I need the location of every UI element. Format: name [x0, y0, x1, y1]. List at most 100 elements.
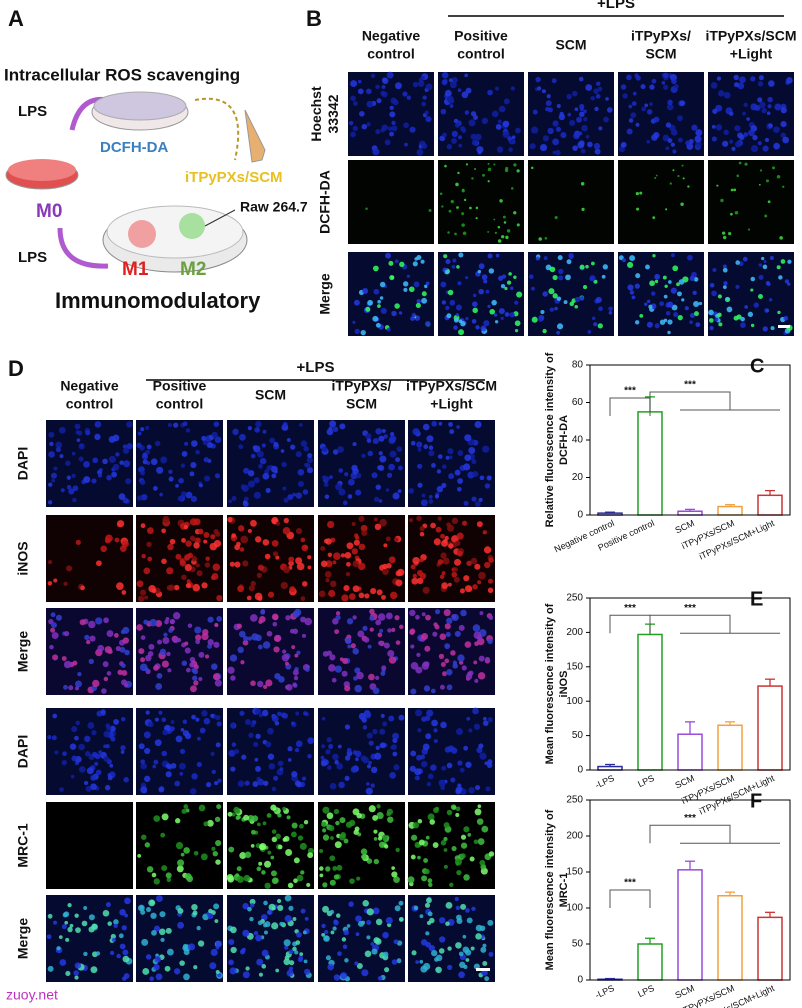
- cell-dot: [366, 88, 372, 95]
- cell-dot: [67, 902, 72, 908]
- cell-dot: [474, 421, 482, 429]
- cell-dot: [302, 581, 308, 587]
- cell-dot: [369, 627, 374, 632]
- cell-dot: [61, 924, 67, 930]
- cell-dot: [279, 921, 284, 926]
- cell-dot: [236, 815, 241, 820]
- cell-dot: [416, 652, 421, 657]
- cell-dot: [387, 922, 392, 928]
- cell-dot: [394, 259, 399, 264]
- cell-dot: [290, 721, 295, 726]
- cell-dot: [447, 448, 454, 455]
- plot-frame: [589, 597, 791, 771]
- cell-dot: [144, 775, 151, 783]
- cell-dot: [385, 612, 393, 620]
- error-bar: [765, 489, 775, 496]
- cell-dot: [389, 105, 394, 111]
- cell-dot: [352, 125, 358, 131]
- cell-dot: [722, 235, 727, 240]
- cell-dot: [769, 256, 774, 261]
- cell-dot: [232, 428, 239, 436]
- cell-dot: [175, 553, 182, 560]
- cell-dot: [182, 719, 188, 724]
- cell-dot: [473, 839, 479, 844]
- cell-dot: [326, 812, 334, 820]
- cell-dot: [485, 786, 491, 792]
- cell-dot: [181, 808, 187, 814]
- cell-dot: [734, 210, 739, 215]
- cell-dot: [74, 962, 81, 969]
- cell-dot: [47, 500, 53, 505]
- cell-dot: [271, 473, 277, 479]
- cell-dot: [282, 649, 287, 654]
- schematic-label: DCFH-DA: [100, 139, 168, 156]
- cell-dot: [768, 298, 773, 302]
- cell-dot: [443, 864, 448, 869]
- cell-dot: [250, 829, 256, 835]
- column-header: +Light: [430, 396, 473, 412]
- cell-dot: [626, 128, 633, 135]
- cell-dot: [594, 148, 601, 155]
- cell-dot: [345, 571, 351, 577]
- cell-dot: [361, 854, 367, 860]
- cell-dot: [479, 611, 484, 616]
- cell-dot: [322, 905, 329, 913]
- cell-dot: [169, 618, 176, 625]
- cell-dot: [296, 932, 302, 938]
- cell-dot: [60, 488, 65, 493]
- cell-dot: [53, 920, 58, 925]
- cell-dot: [271, 836, 278, 843]
- cell-dot: [244, 851, 252, 858]
- cell-dot: [288, 949, 294, 955]
- cell-dot: [488, 578, 494, 584]
- cell-dot: [369, 608, 375, 615]
- cell-dot: [424, 645, 431, 652]
- cell-dot: [332, 753, 339, 761]
- cell-dot: [449, 299, 456, 306]
- cell-dot: [149, 618, 157, 627]
- cell-dot: [185, 540, 192, 547]
- micrograph: [708, 160, 794, 244]
- cell-dot: [357, 88, 364, 95]
- cell-dot: [430, 522, 436, 529]
- cell-dot: [65, 970, 71, 977]
- cell-dot: [476, 146, 484, 154]
- cell-dot: [338, 488, 346, 496]
- cell-dot: [474, 808, 482, 816]
- cell-dot: [459, 588, 465, 594]
- cell-dot: [216, 721, 222, 727]
- cell-dot: [206, 441, 213, 449]
- cell-dot: [367, 450, 373, 457]
- cell-dot: [667, 138, 673, 143]
- cell-dot: [385, 916, 393, 925]
- cell-dot: [166, 948, 174, 956]
- cell-dot: [487, 919, 494, 926]
- cell-dot: [354, 961, 359, 966]
- cell-dot: [388, 260, 394, 266]
- cell-dot: [493, 313, 498, 317]
- cell-dot: [459, 961, 466, 969]
- cell-dot: [497, 119, 502, 124]
- cell-dot: [453, 567, 458, 572]
- cell-dot: [141, 453, 149, 460]
- cell-dot: [482, 961, 488, 967]
- cell-dot: [325, 560, 333, 568]
- bar: [757, 685, 783, 771]
- y-axis-label: iNOS: [558, 671, 570, 698]
- cell-dot: [190, 685, 197, 693]
- cell-dot: [329, 420, 337, 428]
- cell-dot: [417, 463, 423, 469]
- bar: [717, 724, 743, 771]
- row-header: MRC-1: [15, 823, 31, 868]
- cell-dot: [273, 646, 280, 653]
- cell-dot: [670, 129, 678, 136]
- cell-dot: [161, 813, 169, 821]
- cell-dot: [595, 296, 602, 303]
- cell-dot: [163, 632, 168, 637]
- cell-dot: [513, 275, 517, 279]
- cell-dot: [556, 323, 564, 330]
- cell-dot: [231, 533, 237, 538]
- cell-dot: [431, 420, 437, 427]
- cell-dot: [75, 927, 81, 934]
- cell-dot: [237, 585, 245, 593]
